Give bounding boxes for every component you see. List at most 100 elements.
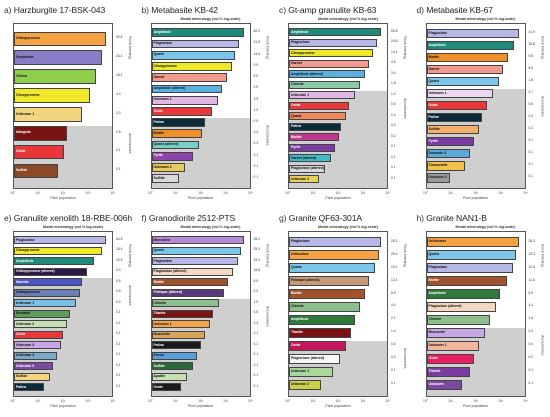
bar bbox=[151, 278, 229, 287]
accessories-label: Accessories bbox=[540, 95, 545, 117]
x-axis-label: Pixel population bbox=[325, 404, 351, 408]
bar-label: Chlorite bbox=[291, 304, 304, 309]
bar bbox=[426, 302, 497, 313]
chart-panel: a) Harzburgite 17-BSK-043 50.6 24.4 18.1 4.4… bbox=[3, 3, 135, 203]
bar-label: Biotite bbox=[428, 278, 440, 283]
bar bbox=[14, 320, 68, 329]
chart-panel: f) Granodiorite 2512-PTS Modal mineralogy… bbox=[141, 211, 273, 411]
bar-label: Oxide bbox=[428, 102, 438, 107]
data-label: 0.1 bbox=[528, 368, 534, 373]
data-label: 0.1 bbox=[391, 144, 396, 149]
bar bbox=[289, 143, 336, 152]
bar-label: Patina bbox=[428, 114, 439, 119]
bar bbox=[151, 107, 212, 116]
panel-letter: h) bbox=[416, 213, 425, 223]
data-label: 4.4 bbox=[391, 303, 396, 308]
bar bbox=[14, 341, 61, 350]
x-tick-label: 10² bbox=[473, 191, 478, 195]
chart-panel: g) Granite QF63-301A Modal mineralogy (vo… bbox=[278, 211, 410, 411]
bar bbox=[289, 154, 331, 163]
x-axis-label: Pixel population bbox=[187, 196, 214, 200]
bar-label: Plagioclase bbox=[291, 40, 310, 44]
bar bbox=[289, 101, 349, 110]
bar bbox=[151, 341, 202, 350]
bar-label: Orthopyroxene bbox=[16, 290, 41, 295]
x-tick-label: 10° bbox=[10, 191, 16, 195]
data-label: 0.1 bbox=[391, 368, 396, 373]
panel-letter: g) bbox=[279, 213, 287, 223]
x-tick-label: 10³ bbox=[498, 191, 503, 195]
data-label: 4.4 bbox=[528, 303, 534, 308]
data-label: 19.3 bbox=[253, 257, 260, 262]
chart-title: d) Metabasite KB-67 bbox=[417, 5, 549, 15]
bar-label: Olivine bbox=[16, 73, 28, 78]
x-tick-label: 10³ bbox=[223, 191, 228, 195]
bar bbox=[426, 263, 513, 274]
x-axis-label: Pixel population bbox=[325, 196, 351, 200]
bar-label: Chlorite bbox=[428, 317, 442, 322]
bar-label: Amphibole bbox=[153, 30, 172, 35]
bar-label: Amphibole bbox=[291, 29, 309, 34]
bar bbox=[426, 237, 519, 248]
bar bbox=[289, 327, 351, 339]
data-label: 0.1 bbox=[116, 341, 121, 346]
bar-label: Microcline bbox=[153, 237, 171, 242]
x-tick-label: 10³ bbox=[498, 399, 503, 403]
data-label: 0.1 bbox=[253, 352, 259, 357]
bar-label: Orthoclase bbox=[428, 239, 447, 244]
bar-label: Feldspar (altered) bbox=[291, 278, 320, 283]
data-label: 21.5 bbox=[253, 40, 260, 45]
panel-letter: d) bbox=[416, 5, 425, 15]
panel-title-text: Granite NAN1-B bbox=[423, 213, 487, 223]
data-label: 0.1 bbox=[528, 174, 534, 179]
bar bbox=[426, 76, 499, 87]
bar-label: Dolomite 3 bbox=[428, 150, 446, 155]
bar-label: Unknown bbox=[428, 382, 444, 387]
bar-label: Sulfide bbox=[16, 374, 28, 379]
bar-label: Oxide bbox=[153, 108, 163, 113]
accessories-label: Accessories bbox=[402, 347, 407, 369]
data-label: 0.1 bbox=[116, 310, 121, 315]
bar bbox=[14, 309, 70, 318]
bar-label: Feldspar (altered) bbox=[153, 290, 182, 295]
bar bbox=[151, 257, 238, 266]
bar-label: Titanite bbox=[291, 330, 303, 335]
bar-label: Patina bbox=[291, 124, 302, 129]
bar bbox=[151, 236, 244, 245]
bar-label: Unknown 1 bbox=[428, 90, 447, 95]
bar bbox=[426, 173, 451, 183]
data-label: 26.2 bbox=[391, 238, 398, 243]
data-label: 0.5 bbox=[391, 102, 396, 107]
bar bbox=[289, 353, 340, 365]
bar bbox=[289, 91, 356, 100]
bar-label: Amphibole bbox=[428, 42, 447, 47]
bar-label: Unknown 4 bbox=[16, 353, 35, 358]
bar bbox=[14, 330, 63, 339]
bar-label: Idiingsite bbox=[16, 130, 31, 135]
panel-letter: a) bbox=[4, 5, 12, 15]
bar bbox=[14, 246, 102, 255]
bar bbox=[14, 351, 57, 360]
data-label: 12.4 bbox=[391, 277, 398, 282]
data-label: 0.3 bbox=[391, 355, 396, 360]
x-tick-label: 10⁴ bbox=[385, 191, 391, 195]
data-label: 0.3 bbox=[253, 320, 259, 325]
data-label: 41.9 bbox=[528, 29, 535, 34]
x-tick-label: 10² bbox=[60, 399, 66, 403]
x-tick-label: 10³ bbox=[360, 399, 366, 403]
bar bbox=[151, 151, 194, 161]
x-tick-label: 10° bbox=[285, 191, 291, 195]
bar bbox=[426, 327, 485, 339]
data-label: 0.1 bbox=[116, 383, 121, 388]
bar-label: Garnet bbox=[153, 74, 165, 79]
data-label: 0.3 bbox=[391, 123, 396, 128]
bar bbox=[289, 366, 333, 377]
data-label: 0.5 bbox=[116, 278, 121, 283]
bar-label: Quartz bbox=[428, 78, 440, 83]
bar-label: Unknown 2 bbox=[16, 321, 35, 326]
bar-label: Pyrite bbox=[153, 153, 163, 158]
bar-label: Clinozoisite bbox=[428, 163, 448, 168]
bar-label: Unknown 1 bbox=[153, 97, 172, 102]
bar-label: Unknown 1 bbox=[153, 321, 172, 326]
panel-title-text: Harzburgite 17-BSK-043 bbox=[11, 5, 106, 15]
